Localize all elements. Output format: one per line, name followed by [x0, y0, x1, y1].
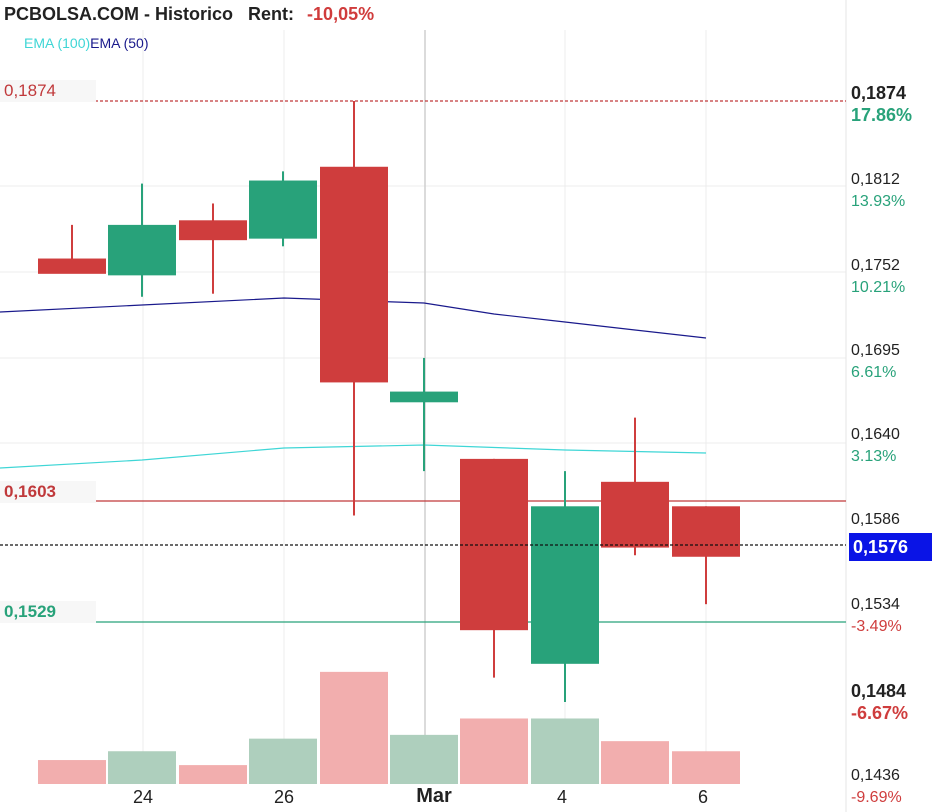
- volume-bar-6: [460, 718, 528, 784]
- max-price-label: 0,1874: [0, 80, 96, 102]
- y-tick-pct: -9.69%: [851, 789, 902, 806]
- legend-ema50: EMA (50): [90, 35, 149, 51]
- volume-bar-3: [249, 738, 317, 784]
- y-tick-price: 0,1874: [851, 83, 907, 103]
- y-tick-pct: -3.49%: [851, 618, 902, 635]
- ema50-line: [0, 297, 707, 339]
- rent-value: -10,05%: [307, 4, 375, 24]
- y-tick-price: 0,1436: [851, 767, 900, 784]
- y-tick-pct: 17.86%: [851, 105, 913, 125]
- candle-body-8: [601, 481, 669, 548]
- y-tick-pct: 6.61%: [851, 364, 897, 381]
- ema-legend: EMA (100)EMA (50): [24, 35, 149, 51]
- x-tick-label: 4: [556, 787, 568, 807]
- y-tick-price: 0,1695: [851, 342, 900, 359]
- current-price-badge: 0,1576: [849, 533, 932, 561]
- y-tick-pct: -6.67%: [851, 703, 909, 723]
- x-tick-label: 6: [697, 787, 709, 807]
- candle-body-4: [320, 166, 388, 383]
- y-tick-price: 0,1640: [851, 426, 900, 443]
- title-text: PCBOLSA.COM - Historico: [4, 4, 234, 24]
- y-tick-pct: 3.13%: [851, 448, 897, 465]
- x-tick-label: 24: [132, 787, 154, 807]
- candle-body-0: [38, 258, 106, 274]
- y-tick-price: 0,1812: [851, 171, 900, 188]
- y-tick-price: 0,1752: [851, 257, 900, 274]
- candle-body-7: [531, 506, 599, 664]
- ref-price-label: 0,1603: [0, 481, 96, 503]
- volume-bar-2: [179, 765, 247, 784]
- candle-body-9: [672, 506, 740, 557]
- candle-body-3: [249, 180, 317, 239]
- candle-body-1: [108, 224, 176, 276]
- candle-body-2: [179, 220, 247, 241]
- rent-label: Rent:: [248, 4, 295, 24]
- candle-body-5: [390, 391, 458, 403]
- y-tick-price: 0,1534: [851, 596, 900, 613]
- y-tick-price: 0,1586: [851, 511, 900, 528]
- volume-bar-8: [601, 741, 669, 784]
- volume-bar-1: [108, 751, 176, 784]
- volume-bar-4: [320, 671, 388, 784]
- y-tick-price: 0,1484: [851, 681, 907, 701]
- volume-bar-5: [390, 734, 458, 784]
- min-price-label: 0,1529: [0, 601, 96, 623]
- volume-bar-7: [531, 718, 599, 784]
- legend-ema100: EMA (100): [24, 35, 91, 51]
- y-tick-pct: 10.21%: [851, 279, 906, 296]
- volume-bar-0: [38, 760, 106, 784]
- x-tick-label: 26: [273, 787, 295, 807]
- x-tick-label: Mar: [416, 785, 452, 807]
- chart-title: PCBOLSA.COM - Historico Rent: -10,05%: [4, 4, 374, 25]
- y-tick-pct: 13.93%: [851, 193, 906, 210]
- volume-bar-9: [672, 751, 740, 784]
